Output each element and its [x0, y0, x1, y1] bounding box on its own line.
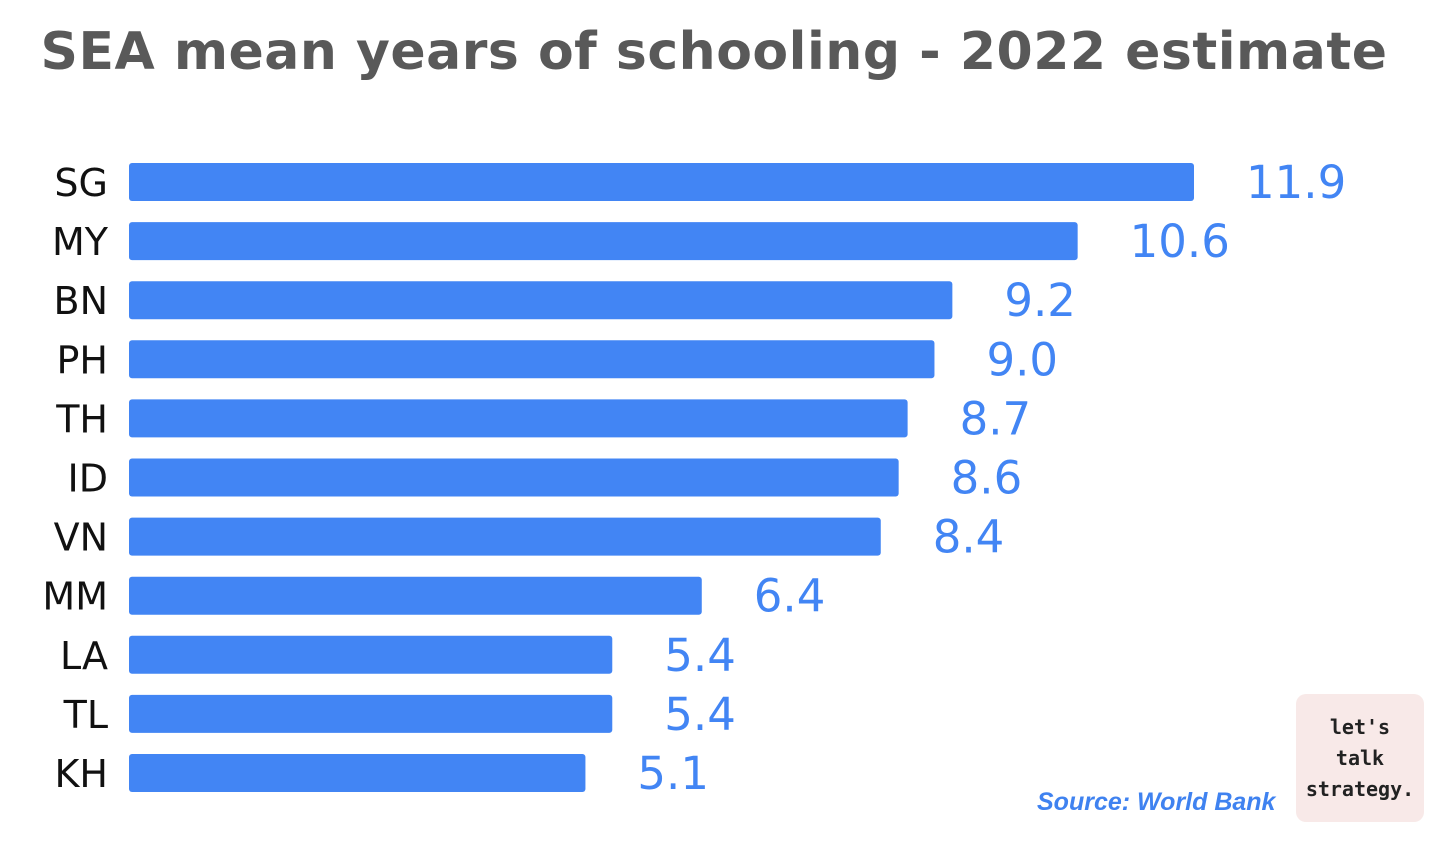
category-label-bn: BN	[54, 279, 109, 323]
bar-sg	[129, 163, 1194, 201]
bar-my	[129, 222, 1078, 261]
category-label-tl: TL	[63, 693, 108, 737]
category-label-kh: KH	[55, 752, 109, 796]
category-label-my: MY	[52, 220, 109, 264]
category-label-mm: MM	[42, 575, 108, 619]
logo-line-3: strategy.	[1305, 776, 1415, 801]
bar-th	[129, 399, 908, 438]
source-note: Source: World Bank	[1037, 788, 1276, 816]
category-label-vn: VN	[54, 516, 108, 560]
value-label-sg: 11.9	[1246, 156, 1346, 209]
bar-vn	[129, 517, 881, 556]
category-label-sg: SG	[54, 161, 108, 205]
bar-la	[129, 635, 613, 674]
value-label-id: 8.6	[951, 452, 1023, 505]
bar-bn	[129, 281, 953, 320]
bar-mm	[129, 576, 702, 615]
value-label-bn: 9.2	[1004, 274, 1076, 327]
logo-line-2: talk	[1335, 745, 1385, 770]
value-label-tl: 5.4	[664, 688, 736, 741]
value-label-ph: 9.0	[986, 333, 1058, 386]
value-label-my: 10.6	[1130, 215, 1230, 268]
category-label-id: ID	[68, 457, 108, 501]
value-label-kh: 5.1	[637, 747, 709, 800]
bar-tl	[129, 694, 613, 733]
chart-title: SEA mean years of schooling - 2022 estim…	[40, 22, 1388, 82]
bar-id	[129, 458, 899, 497]
value-label-th: 8.7	[960, 392, 1032, 445]
value-label-la: 5.4	[664, 629, 736, 682]
logo-line-1: let's	[1329, 714, 1391, 739]
category-label-ph: PH	[57, 338, 109, 382]
bar-ph	[129, 340, 935, 379]
value-label-vn: 8.4	[933, 511, 1005, 564]
bar-kh	[129, 754, 586, 792]
category-label-la: LA	[60, 634, 108, 678]
brand-logo: let's talk strategy.	[1296, 694, 1424, 822]
category-label-th: TH	[55, 397, 108, 441]
value-label-mm: 6.4	[754, 570, 826, 623]
